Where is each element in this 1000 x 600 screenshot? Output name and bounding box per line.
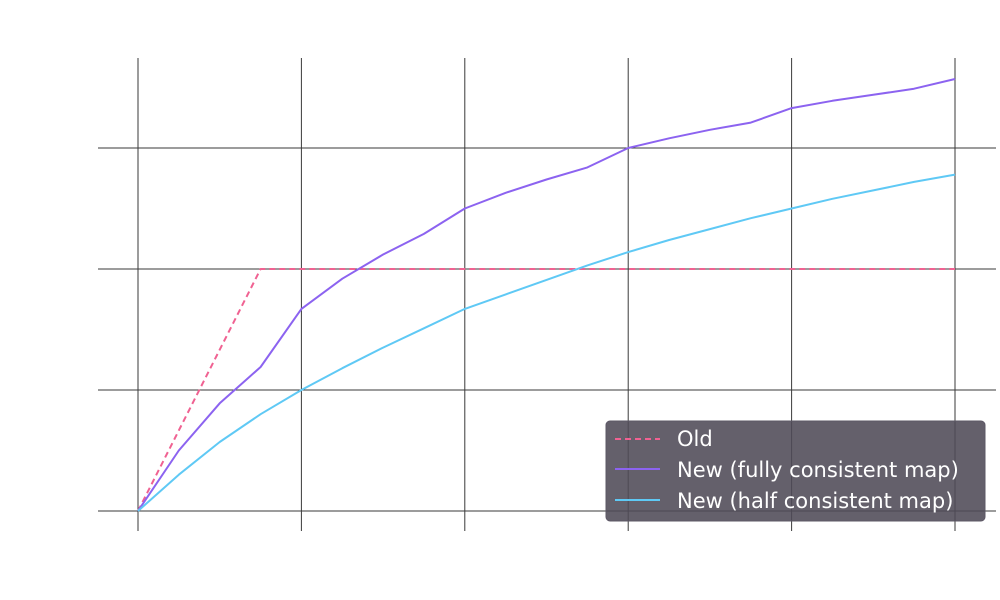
- legend: Old New (fully consistent map) New (half…: [605, 420, 986, 522]
- grid: [98, 58, 996, 531]
- legend-box: [605, 420, 986, 522]
- legend-label-half-consistent: New (half consistent map): [677, 489, 953, 513]
- legend-label-fully-consistent: New (fully consistent map): [677, 458, 959, 482]
- series-line-old: [137, 268, 955, 512]
- series-line-half-consistent: [137, 173, 956, 512]
- series-line-fully-consistent: [137, 78, 956, 512]
- series-lines: [137, 78, 956, 512]
- legend-label-old: Old: [677, 427, 713, 451]
